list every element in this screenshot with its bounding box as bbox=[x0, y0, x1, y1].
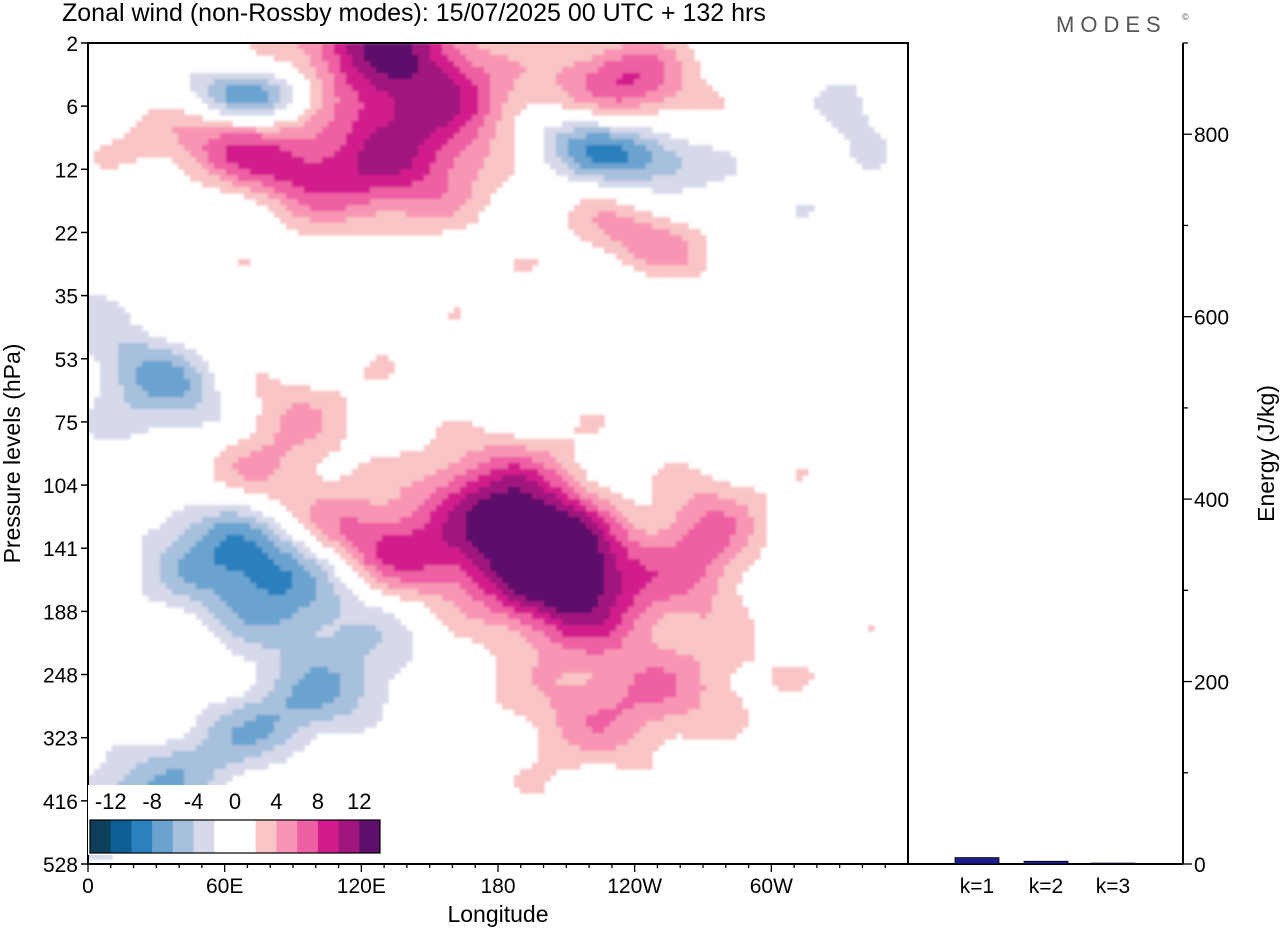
y-tick-label: 188 bbox=[43, 601, 78, 624]
y-tick-label: 22 bbox=[55, 222, 78, 245]
energy-category-label: k=1 bbox=[960, 875, 994, 898]
y-tick-label: 12 bbox=[55, 159, 78, 182]
colorbar-swatch bbox=[338, 820, 360, 853]
energy-tick-label: 600 bbox=[1194, 307, 1229, 330]
y-tick-label: 75 bbox=[55, 412, 78, 435]
y-tick-label: 104 bbox=[43, 475, 78, 498]
y-axis-label: Pressure levels (hPa) bbox=[0, 344, 25, 564]
y-tick-label: 35 bbox=[55, 286, 78, 309]
x-tick-label: 120E bbox=[337, 875, 386, 898]
x-tick-label: 180 bbox=[480, 875, 515, 898]
colorbar-frame bbox=[89, 819, 381, 854]
y-tick-label: 528 bbox=[43, 854, 78, 877]
y-tick-label: 141 bbox=[43, 538, 78, 561]
y-tick-label: 416 bbox=[43, 791, 78, 814]
colorbar-label: -12 bbox=[95, 789, 127, 814]
energy-bar bbox=[954, 857, 1000, 865]
colorbar: -12 -8 -4 0 4 8 12 bbox=[88, 785, 382, 855]
colorbar-swatch bbox=[152, 820, 174, 853]
energy-bar bbox=[1023, 860, 1069, 865]
energy-bar bbox=[1090, 862, 1136, 865]
x-tick-label: 120W bbox=[607, 875, 662, 898]
colorbar-label: 0 bbox=[229, 789, 241, 814]
logo-mark: © bbox=[1182, 12, 1189, 22]
colorbar-label: -4 bbox=[184, 789, 204, 814]
y-tick-label: 248 bbox=[43, 665, 78, 688]
modes-logo: MODES © bbox=[1056, 12, 1189, 37]
colorbar-swatch bbox=[172, 820, 195, 853]
colorbar-swatch bbox=[193, 820, 215, 853]
heatmap-field bbox=[88, 43, 908, 864]
colorbar-swatch bbox=[297, 820, 319, 853]
colorbar-swatch bbox=[110, 820, 132, 853]
energy-tick-label: 800 bbox=[1194, 124, 1229, 147]
colorbar-swatch bbox=[90, 820, 112, 853]
energy-bar-panel: 0 200 400 600 800 Energy (J/kg) k=1 k=2 k=3 bbox=[907, 42, 1279, 898]
colorbar-label: -8 bbox=[142, 789, 162, 814]
y-tick-label: 6 bbox=[66, 96, 78, 119]
y-tick-label: 323 bbox=[43, 728, 78, 751]
energy-tick-label: 200 bbox=[1194, 672, 1229, 695]
energy-category-label: k=2 bbox=[1029, 875, 1063, 898]
logo-text: MODES bbox=[1056, 12, 1167, 37]
colorbar-label: 12 bbox=[347, 789, 371, 814]
colorbar-swatch bbox=[276, 820, 298, 853]
x-tick-label: 60W bbox=[750, 875, 793, 898]
x-tick-label: 60E bbox=[206, 875, 243, 898]
colorbar-swatch bbox=[317, 820, 340, 853]
chart-title: Zonal wind (non-Rossby modes): 15/07/202… bbox=[62, 0, 766, 27]
colorbar-label: 4 bbox=[270, 789, 282, 814]
colorbar-swatch bbox=[235, 820, 257, 853]
energy-axis-label: Energy (J/kg) bbox=[1253, 385, 1279, 522]
y-tick-label: 53 bbox=[55, 349, 78, 372]
colorbar-swatch bbox=[131, 820, 153, 853]
x-axis-label: Longitude bbox=[447, 901, 548, 927]
energy-category-label: k=3 bbox=[1096, 875, 1130, 898]
y-tick-label: 2 bbox=[66, 33, 78, 56]
colorbar-swatch bbox=[255, 820, 277, 853]
energy-tick-label: 400 bbox=[1194, 489, 1229, 512]
x-tick-label: 0 bbox=[82, 875, 94, 898]
colorbar-label: 8 bbox=[312, 789, 324, 814]
colorbar-swatch bbox=[214, 820, 236, 853]
colorbar-swatch bbox=[359, 820, 381, 853]
energy-tick-label: 0 bbox=[1194, 854, 1206, 877]
